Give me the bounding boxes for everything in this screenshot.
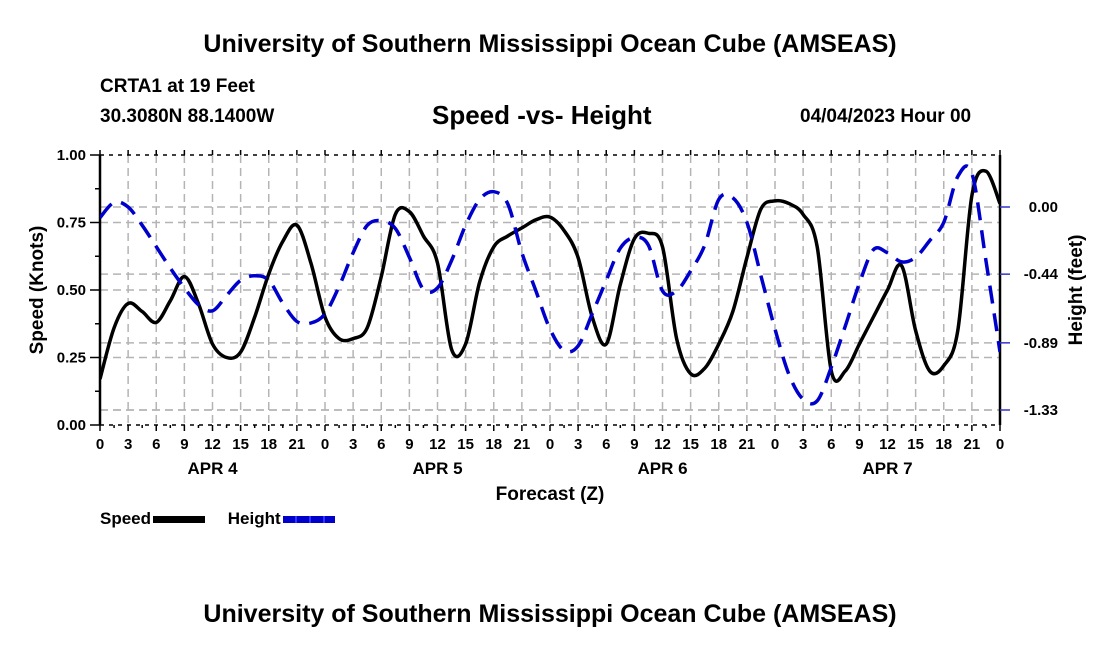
y2-tick-label: -1.33 [1024, 402, 1058, 419]
y-tick-label: 0.50 [57, 282, 86, 299]
series-group [100, 164, 1000, 406]
forecast-datetime: 04/04/2023 Hour 00 [800, 106, 972, 127]
y2-tick-label: -0.89 [1024, 335, 1058, 352]
x-tick-label: 18 [260, 436, 277, 453]
legend-label-height: Height [227, 509, 281, 528]
y2-axis-title: Height (feet) [1066, 235, 1087, 346]
x-tick-label: 0 [771, 436, 779, 453]
y2-tick-label: 0.00 [1029, 199, 1058, 216]
x-tick-label: 3 [574, 436, 582, 453]
x-tick-label: 0 [321, 436, 329, 453]
date-label: APR 6 [637, 459, 687, 478]
x-tick-label: 15 [232, 436, 249, 453]
legend-item-height: Height [228, 509, 335, 529]
x-tick-label: 15 [907, 436, 924, 453]
y-axis-title: Speed (Knots) [27, 226, 48, 355]
axis-labels: 0 3 6 9 12 15 18 21 0 3 6 9 12 15 18 21 0 3 6 9 12 15 18 21 0 3 6 9… [27, 147, 1087, 505]
date-label: APR 4 [187, 459, 238, 478]
x-tick-label: 9 [405, 436, 413, 453]
x-axis-title: Forecast (Z) [496, 484, 605, 505]
x-tick-label: 21 [289, 436, 306, 453]
y-tick-label: 1.00 [57, 147, 86, 164]
x-tick-label: 3 [124, 436, 132, 453]
footer-title: University of Southern Mississippi Ocean… [203, 600, 897, 628]
x-tick-label: 3 [349, 436, 357, 453]
legend: Speed Height [100, 509, 353, 529]
x-tick-label: 0 [996, 436, 1004, 453]
x-tick-label: 6 [377, 436, 385, 453]
x-tick-label: 0 [96, 436, 104, 453]
x-tick-label: 12 [879, 436, 896, 453]
coordinates-label: 30.3080N 88.1400W [100, 106, 275, 127]
x-tick-label: 12 [654, 436, 671, 453]
x-tick-label: 6 [827, 436, 835, 453]
x-tick-label: 21 [739, 436, 756, 453]
x-tick-label: 9 [630, 436, 638, 453]
x-tick-label: 6 [152, 436, 160, 453]
legend-swatch-height [282, 515, 335, 523]
series-line-speed [100, 168, 1000, 384]
x-tick-label: 9 [180, 436, 188, 453]
page-title: University of Southern Mississippi Ocean… [203, 30, 897, 58]
x-tick-label: 12 [204, 436, 221, 453]
x-tick-label: 3 [799, 436, 807, 453]
grid [100, 155, 1000, 425]
x-tick-label: 18 [935, 436, 952, 453]
x-tick-label: 18 [710, 436, 727, 453]
date-label: APR 7 [862, 459, 912, 478]
x-tick-label: 18 [485, 436, 502, 453]
legend-swatch-speed [153, 515, 206, 523]
x-tick-label: 9 [855, 436, 863, 453]
legend-label-speed: Speed [100, 509, 152, 528]
y-tick-label: 0.00 [57, 417, 86, 434]
y-tick-label: 0.75 [57, 215, 86, 232]
x-tick-label: 15 [682, 436, 699, 453]
x-tick-label: 6 [602, 436, 610, 453]
y-tick-label: 0.25 [57, 350, 86, 367]
chart-subtitle: Speed -vs- Height [432, 100, 652, 130]
x-tick-label: 21 [514, 436, 531, 453]
x-tick-label: 12 [429, 436, 446, 453]
x-tick-label: 15 [457, 436, 474, 453]
date-label: APR 5 [412, 459, 462, 478]
series-line-height [100, 164, 1000, 406]
station-label: CRTA1 at 19 Feet [100, 76, 255, 97]
x-tick-label: 0 [546, 436, 554, 453]
axes [90, 150, 1010, 431]
x-tick-label: 21 [964, 436, 981, 453]
legend-item-speed: Speed [100, 509, 206, 529]
y2-tick-label: -0.44 [1024, 266, 1059, 283]
